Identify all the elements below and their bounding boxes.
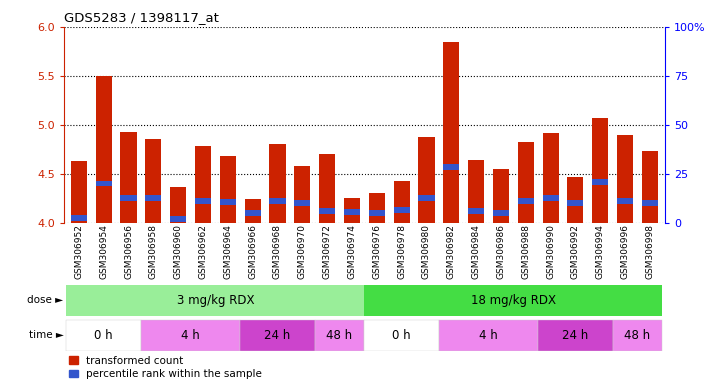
Bar	[468, 160, 484, 223]
Bar	[294, 166, 311, 223]
Bar	[592, 118, 609, 223]
Bar	[443, 164, 459, 170]
Bar	[71, 215, 87, 221]
Text: 4 h: 4 h	[181, 329, 200, 341]
Bar	[294, 200, 311, 206]
Text: GDS5283 / 1398117_at: GDS5283 / 1398117_at	[64, 11, 219, 24]
Bar	[240, 319, 315, 351]
Bar	[418, 137, 434, 223]
Text: 18 mg/kg RDX: 18 mg/kg RDX	[471, 294, 556, 307]
Bar	[394, 180, 410, 223]
Bar	[364, 319, 439, 351]
Bar	[145, 195, 161, 201]
Text: time ►: time ►	[28, 330, 63, 340]
Text: 24 h: 24 h	[264, 329, 291, 341]
Bar	[493, 210, 509, 216]
Bar	[344, 209, 360, 215]
Text: 48 h: 48 h	[624, 329, 651, 341]
Bar	[468, 208, 484, 214]
Bar	[592, 179, 609, 185]
Bar	[613, 319, 663, 351]
Bar	[269, 144, 286, 223]
Text: 3 mg/kg RDX: 3 mg/kg RDX	[176, 294, 254, 307]
Bar	[542, 132, 559, 223]
Bar	[195, 146, 211, 223]
Bar	[96, 180, 112, 187]
Bar	[195, 198, 211, 204]
Bar	[319, 154, 335, 223]
Bar	[642, 200, 658, 206]
Bar	[66, 319, 141, 351]
Bar	[567, 200, 584, 206]
Bar	[542, 195, 559, 201]
Bar	[369, 210, 385, 216]
Bar	[141, 319, 240, 351]
Bar	[220, 199, 236, 205]
Text: 24 h: 24 h	[562, 329, 589, 341]
Text: 0 h: 0 h	[392, 329, 411, 341]
Text: 0 h: 0 h	[95, 329, 113, 341]
Bar	[369, 194, 385, 223]
Text: 48 h: 48 h	[326, 329, 353, 341]
Bar	[567, 177, 584, 223]
Bar	[518, 142, 534, 223]
Bar	[394, 207, 410, 213]
Bar	[617, 134, 633, 223]
Bar	[170, 187, 186, 223]
Text: 4 h: 4 h	[479, 329, 498, 341]
Bar	[642, 151, 658, 223]
Bar	[538, 319, 613, 351]
Bar	[319, 208, 335, 214]
Bar	[493, 169, 509, 223]
Bar	[120, 132, 137, 223]
Bar	[518, 198, 534, 204]
Bar	[443, 41, 459, 223]
Bar	[220, 156, 236, 223]
Bar	[245, 199, 261, 223]
Bar	[315, 319, 364, 351]
Bar	[71, 161, 87, 223]
Bar	[269, 198, 286, 204]
Bar	[170, 216, 186, 222]
Bar	[439, 319, 538, 351]
Bar	[617, 198, 633, 204]
Bar	[245, 210, 261, 216]
Bar	[120, 195, 137, 201]
Bar	[66, 285, 364, 316]
Bar	[145, 139, 161, 223]
Bar	[96, 76, 112, 223]
Bar	[418, 195, 434, 201]
Text: dose ►: dose ►	[27, 295, 63, 306]
Bar	[344, 198, 360, 223]
Bar	[364, 285, 663, 316]
Legend: transformed count, percentile rank within the sample: transformed count, percentile rank withi…	[69, 356, 262, 379]
